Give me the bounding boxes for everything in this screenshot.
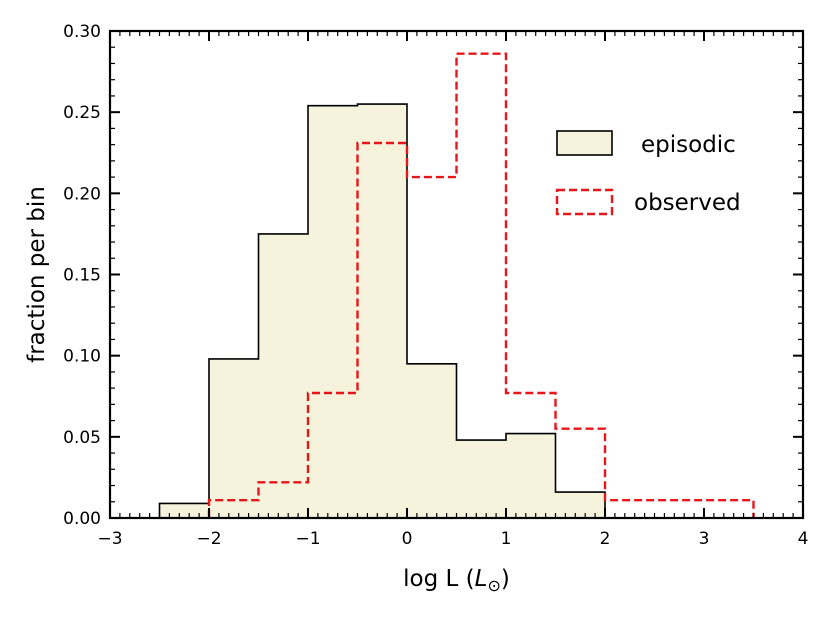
y-axis-label: fraction per bin — [24, 186, 50, 363]
bar-episodic-7 — [506, 434, 556, 518]
tick-labels: −3 −2 −1 0 1 2 3 4 0.00 0.05 0.10 0.15 0.20 0.25 0.30 — [63, 22, 808, 549]
y-tick-label: 0.20 — [63, 184, 101, 204]
series-observed-line — [207, 52, 755, 518]
x-tick-label: 3 — [699, 529, 710, 549]
bar-episodic-8 — [556, 492, 606, 518]
x-axis-label-close: ) — [501, 566, 510, 592]
x-tick-label: 2 — [600, 529, 611, 549]
series-episodic — [158, 103, 606, 519]
bar-episodic-2 — [259, 234, 309, 518]
axis-ticks — [109, 30, 804, 519]
bar-episodic-1 — [209, 359, 259, 518]
legend-label-observed: observed — [634, 190, 741, 216]
legend: episodic observed — [555, 130, 741, 216]
x-tick-label: −3 — [97, 529, 122, 549]
legend-swatch-observed — [555, 188, 614, 216]
x-tick-label: −2 — [196, 529, 221, 549]
x-axis-label-unit-subscript: ⊙ — [487, 576, 500, 595]
legend-label-episodic: episodic — [641, 132, 736, 158]
bar-episodic-3 — [308, 106, 358, 518]
x-axis-label-unit: L — [475, 566, 488, 592]
x-axis-label: log L (L⊙) — [403, 566, 510, 595]
y-tick-label: 0.00 — [63, 509, 101, 529]
x-tick-label: −1 — [295, 529, 320, 549]
x-tick-label: 1 — [501, 529, 512, 549]
bar-episodic-6 — [457, 440, 507, 518]
series-episodic-fill — [159, 104, 605, 519]
bar-episodic-5 — [407, 364, 457, 518]
x-tick-label: 0 — [402, 529, 413, 549]
series-episodic-outline — [158, 103, 606, 518]
bar-episodic-4 — [358, 104, 408, 518]
plot-area — [158, 52, 755, 519]
y-tick-label: 0.05 — [63, 428, 101, 448]
legend-swatch-episodic — [556, 130, 613, 156]
y-tick-label: 0.30 — [63, 22, 101, 42]
x-axis-label-text: log L ( — [403, 566, 474, 592]
x-tick-label: 4 — [798, 529, 809, 549]
series-observed — [207, 52, 755, 518]
bar-episodic-0 — [160, 503, 210, 518]
y-tick-label: 0.15 — [63, 266, 101, 286]
y-tick-label: 0.10 — [63, 347, 101, 367]
y-tick-label: 0.25 — [63, 103, 101, 123]
